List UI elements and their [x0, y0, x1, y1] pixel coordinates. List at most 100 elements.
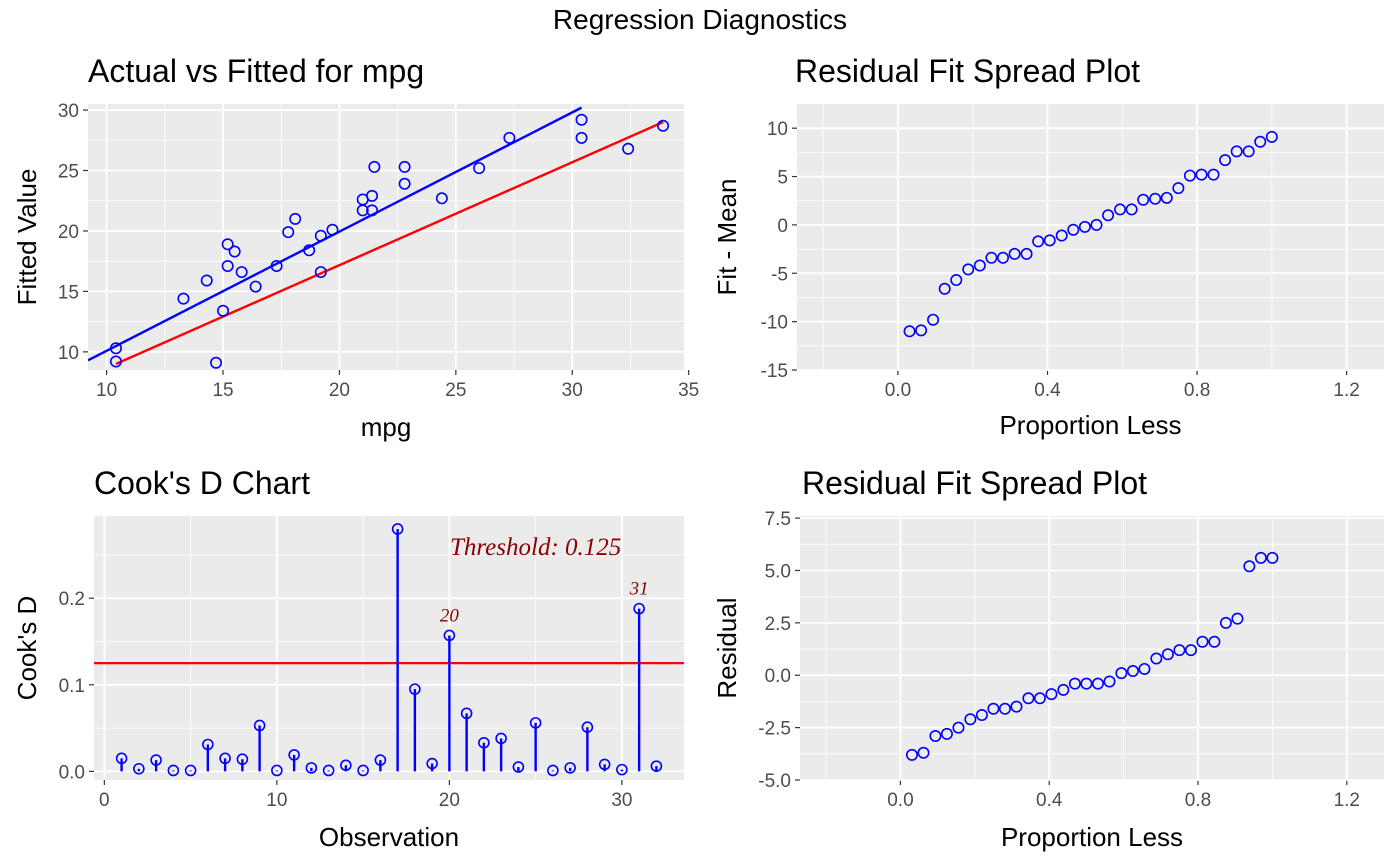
data-point	[1078, 220, 1091, 233]
data-point	[249, 280, 262, 293]
data-point	[905, 748, 918, 761]
data-point	[657, 119, 670, 132]
figure-title: Regression Diagnostics	[552, 4, 848, 35]
data-point	[975, 709, 988, 722]
x-tick-label: 0.4	[1034, 380, 1061, 401]
data-point	[1043, 234, 1056, 247]
cooks-point	[340, 759, 352, 772]
data-point	[326, 223, 339, 236]
data-point	[1149, 192, 1162, 205]
y-tick-label: -10	[761, 313, 788, 334]
data-point	[1173, 644, 1186, 657]
data-point	[200, 274, 213, 287]
data-point	[1242, 145, 1255, 158]
data-point	[575, 113, 588, 126]
plot-background	[94, 516, 684, 780]
x-tick-label: 30	[562, 380, 583, 401]
x-tick-label: 20	[439, 790, 460, 811]
data-point	[270, 260, 283, 273]
data-point	[1208, 635, 1221, 648]
plot-content	[94, 523, 684, 777]
data-point	[503, 131, 516, 144]
y-tick-label: 15	[58, 282, 79, 303]
cooks-point	[409, 683, 421, 695]
y-tick-label: 5.0	[765, 561, 791, 582]
x-tick-label: 10	[266, 790, 287, 811]
y-tick-label: 0.0	[59, 762, 85, 783]
cooks-point	[633, 602, 645, 615]
cooks-point	[357, 764, 369, 777]
cooks-point	[305, 762, 318, 774]
cooks-point	[115, 752, 128, 765]
chart-cooks: 0 10 20 30 0.0 0.1 0.2 Cook's D Chart Observatio…	[12, 465, 684, 852]
data-point	[1045, 688, 1058, 701]
plot-background	[88, 104, 684, 370]
data-point	[1102, 209, 1115, 222]
panel-title: Cook's D Chart	[94, 465, 310, 501]
data-point	[1219, 154, 1232, 167]
data-point	[398, 177, 411, 190]
data-point	[221, 260, 234, 273]
cooks-point	[167, 764, 180, 777]
data-point	[1114, 203, 1127, 216]
data-point	[435, 192, 448, 205]
data-point	[235, 266, 248, 279]
x-tick-label: 0.4	[1036, 790, 1063, 811]
cooks-point	[133, 762, 145, 775]
data-point	[109, 355, 122, 368]
cooks-point	[150, 754, 162, 766]
chart-rfs-fit: 0.0 0.4 0.8 1.2 -15 -10 -5 0 5 10 Residual Fit Spr…	[712, 53, 1384, 440]
cooks-point	[391, 523, 404, 535]
data-point	[1055, 229, 1068, 242]
data-point	[314, 229, 327, 242]
x-tick-label: 30	[611, 790, 632, 811]
x-axis-title: Proportion Less	[999, 410, 1181, 440]
cooks-point	[547, 764, 559, 777]
x-axis-title: mpg	[361, 412, 412, 442]
y-tick-label: 0.2	[59, 589, 85, 610]
x-tick-label: 0.8	[1184, 380, 1210, 401]
y-tick-label: 2.5	[765, 614, 791, 635]
plot-background	[800, 516, 1384, 780]
data-point	[1115, 667, 1128, 680]
data-point	[368, 160, 381, 173]
panel-title: Residual Fit Spread Plot	[802, 465, 1147, 501]
cooks-point	[650, 760, 663, 772]
x-axis-title: Proportion Less	[1001, 822, 1183, 852]
y-tick-label: 10	[767, 119, 788, 140]
data-point	[1265, 130, 1278, 143]
data-point	[398, 160, 411, 173]
cooks-point	[495, 732, 507, 745]
data-point	[938, 282, 951, 295]
cooks-point	[460, 707, 473, 720]
chart-avf: 10 15 20 25 30 35 10 15 20 25 30 Actual vs Fitted f…	[12, 53, 699, 442]
outlier-label: 31	[629, 579, 649, 600]
data-point	[929, 729, 942, 742]
data-point	[1008, 247, 1021, 260]
cooks-point	[529, 717, 542, 729]
plot-content	[88, 106, 670, 369]
data-point	[997, 251, 1010, 264]
y-axis-title: Cook's D	[12, 596, 42, 701]
data-point	[927, 313, 940, 326]
y-tick-label: 0.0	[765, 666, 791, 687]
x-tick-label: 10	[96, 380, 117, 401]
data-point	[217, 304, 230, 317]
data-point	[210, 356, 223, 369]
data-point	[1230, 145, 1243, 158]
data-point	[1125, 203, 1138, 216]
cooks-point	[478, 736, 490, 749]
y-tick-label: -5.0	[758, 771, 791, 792]
data-point	[1032, 235, 1045, 248]
data-point	[1126, 665, 1139, 678]
cooks-point	[202, 738, 214, 751]
y-tick-label: 30	[58, 101, 79, 122]
data-point	[1091, 677, 1104, 690]
panel-title: Residual Fit Spread Plot	[795, 53, 1140, 89]
line-identity	[115, 121, 664, 366]
cooks-point	[581, 721, 594, 734]
data-point	[1090, 218, 1103, 231]
data-point	[1254, 135, 1267, 148]
